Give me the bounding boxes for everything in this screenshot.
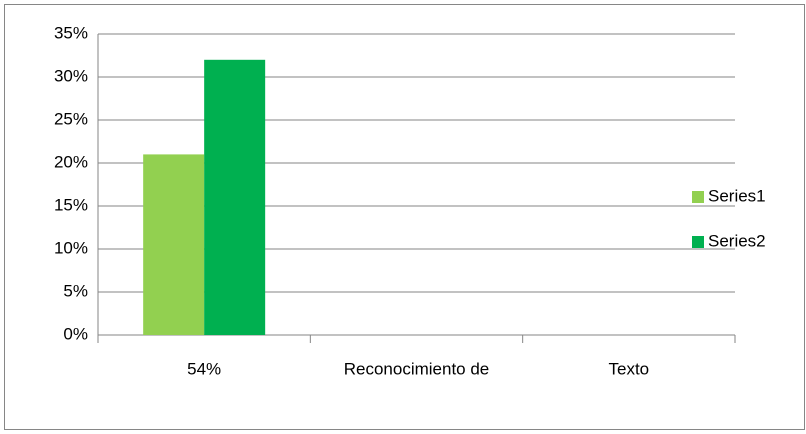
- y-tick-label: 30%: [54, 66, 88, 85]
- bar: [204, 59, 266, 336]
- y-tick-label: 25%: [54, 109, 88, 128]
- y-tick-label: 20%: [54, 152, 88, 171]
- chart-border: [4, 4, 805, 430]
- bar: [143, 154, 205, 335]
- y-tick-label: 15%: [54, 195, 88, 214]
- x-tick-label: Texto: [609, 359, 650, 378]
- legend-label: Series1: [708, 186, 766, 205]
- y-tick-label: 10%: [54, 238, 88, 257]
- x-tick-label: 54%: [187, 359, 221, 378]
- y-tick-label: 35%: [54, 23, 88, 42]
- y-tick-label: 0%: [63, 324, 88, 343]
- legend-swatch: [692, 236, 704, 248]
- legend-swatch: [692, 191, 704, 203]
- legend-label: Series2: [708, 231, 766, 250]
- x-tick-label: Reconocimiento de: [344, 359, 490, 378]
- y-tick-label: 5%: [63, 281, 88, 300]
